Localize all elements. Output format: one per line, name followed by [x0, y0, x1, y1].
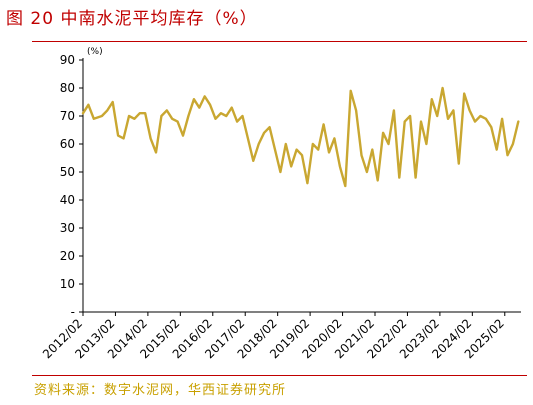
y-tick-label: 40	[60, 193, 75, 207]
axes	[82, 58, 521, 313]
y-tick-label: -	[71, 305, 75, 319]
y-tick-label: 50	[60, 165, 75, 179]
x-axis-ticks: 2012/022013/022014/022015/022016/022017/…	[40, 312, 507, 361]
figure-title: 图 20 中南水泥平均库存（%）	[6, 9, 258, 29]
y-tick-label: 20	[60, 249, 75, 263]
y-tick-label: 60	[60, 137, 75, 151]
y-unit-label: (%)	[87, 47, 103, 57]
source-divider	[32, 375, 527, 376]
title-divider	[32, 41, 527, 42]
y-tick-label: 90	[60, 53, 75, 67]
y-tick-label: 10	[60, 277, 75, 291]
y-tick-label: 70	[60, 109, 75, 123]
y-axis-ticks: 90 80 70 60 50 40 30 20 10 -	[60, 53, 83, 319]
source-note: 资料来源：数字水泥网，华西证券研究所	[34, 383, 287, 398]
y-tick-label: 80	[60, 81, 75, 95]
series-line	[81, 86, 520, 188]
y-tick-label: 30	[60, 221, 75, 235]
series-layer	[81, 86, 520, 188]
